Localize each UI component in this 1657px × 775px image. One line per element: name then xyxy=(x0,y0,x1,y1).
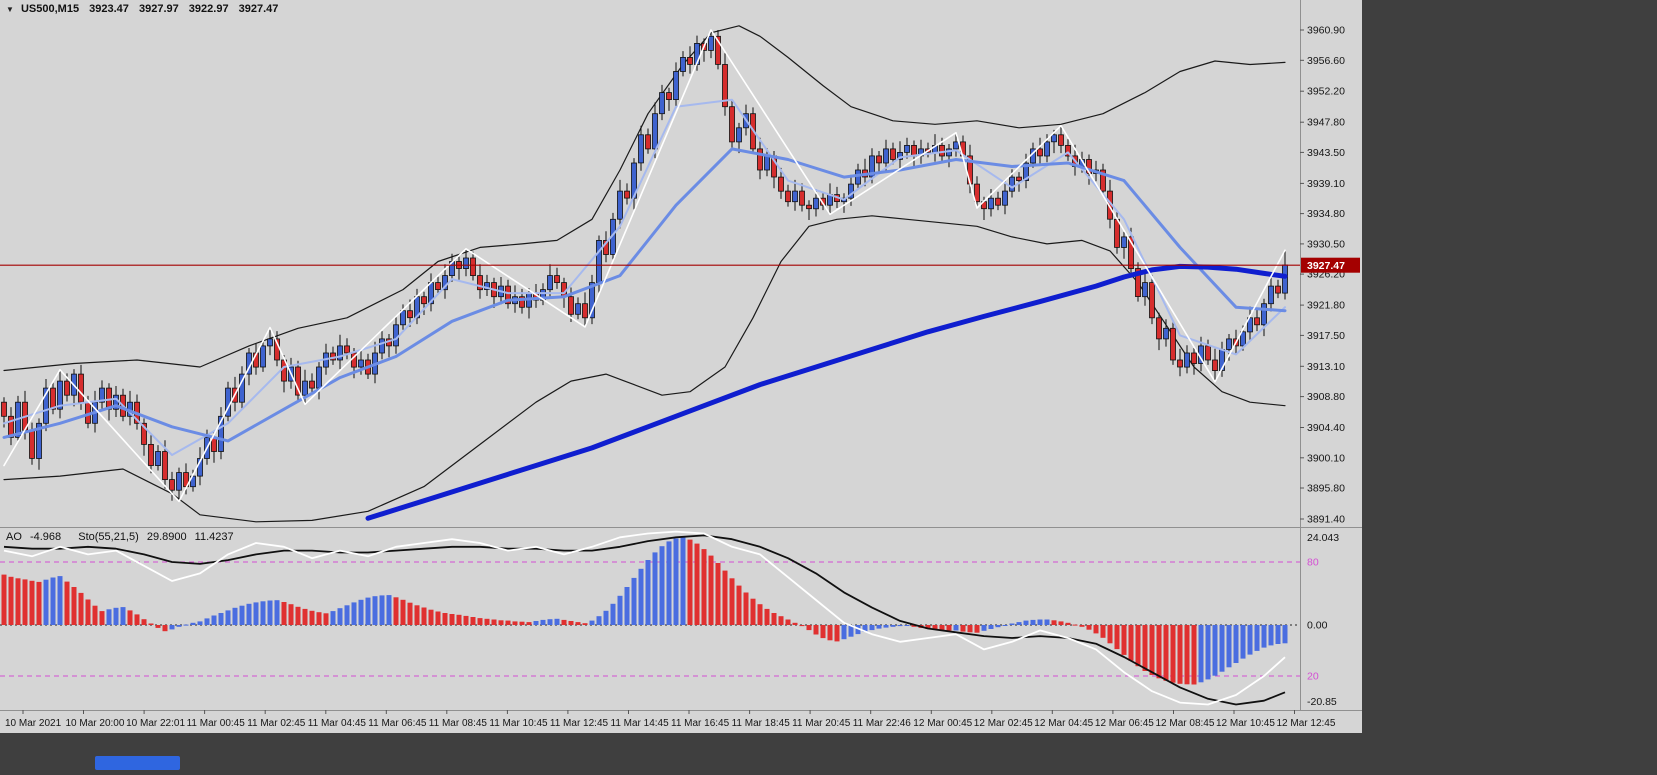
svg-text:3908.80: 3908.80 xyxy=(1307,391,1345,403)
svg-text:12 Mar 12:45: 12 Mar 12:45 xyxy=(1277,718,1336,729)
svg-text:3939.10: 3939.10 xyxy=(1307,178,1345,190)
current-price-tag xyxy=(1301,257,1360,273)
taskbar-item[interactable] xyxy=(95,756,180,770)
svg-text:3927.47: 3927.47 xyxy=(1307,260,1345,272)
svg-text:3913.10: 3913.10 xyxy=(1307,361,1345,373)
svg-text:11 Mar 20:45: 11 Mar 20:45 xyxy=(792,718,851,729)
svg-text:20: 20 xyxy=(1307,671,1319,683)
chart-shift-icon[interactable]: ▼ xyxy=(6,5,14,14)
svg-text:3960.90: 3960.90 xyxy=(1307,25,1345,37)
time-axis-labels: 10 Mar 2021 10 Mar 20:00 10 Mar 22:01 11 Ma… xyxy=(5,710,1336,729)
svg-text:3943.50: 3943.50 xyxy=(1307,147,1345,159)
svg-text:3934.80: 3934.80 xyxy=(1307,208,1345,220)
svg-text:3956.60: 3956.60 xyxy=(1307,55,1345,67)
svg-text:80: 80 xyxy=(1307,557,1319,569)
svg-text:3930.50: 3930.50 xyxy=(1307,238,1345,250)
svg-text:11 Mar 16:45: 11 Mar 16:45 xyxy=(671,718,730,729)
svg-text:3904.40: 3904.40 xyxy=(1307,422,1345,434)
svg-text:11 Mar 00:45: 11 Mar 00:45 xyxy=(187,718,246,729)
svg-text:11 Mar 06:45: 11 Mar 06:45 xyxy=(368,718,427,729)
svg-text:11 Mar 08:45: 11 Mar 08:45 xyxy=(429,718,488,729)
svg-text:12 Mar 10:45: 12 Mar 10:45 xyxy=(1216,718,1275,729)
svg-text:0.00: 0.00 xyxy=(1307,620,1328,632)
svg-text:12 Mar 08:45: 12 Mar 08:45 xyxy=(1156,718,1215,729)
svg-text:11 Mar 14:45: 11 Mar 14:45 xyxy=(611,718,670,729)
svg-text:3900.10: 3900.10 xyxy=(1307,452,1345,464)
svg-text:10 Mar 22:01: 10 Mar 22:01 xyxy=(126,718,185,729)
svg-text:11 Mar 12:45: 11 Mar 12:45 xyxy=(550,718,609,729)
svg-text:3917.50: 3917.50 xyxy=(1307,330,1345,342)
main-plot xyxy=(1,25,1288,523)
chart-canvas[interactable]: 3960.90 3956.60 3952.20 3947.80 3943.50 3939.… xyxy=(0,0,1362,733)
svg-text:3921.80: 3921.80 xyxy=(1307,300,1345,312)
svg-text:12 Mar 04:45: 12 Mar 04:45 xyxy=(1034,718,1093,729)
svg-text:3895.80: 3895.80 xyxy=(1307,483,1345,495)
svg-text:11 Mar 10:45: 11 Mar 10:45 xyxy=(489,718,548,729)
svg-text:10 Mar 2021: 10 Mar 2021 xyxy=(5,718,62,729)
svg-text:11 Mar 22:46: 11 Mar 22:46 xyxy=(853,718,912,729)
price-scale-labels: 3960.90 3956.60 3952.20 3947.80 3943.50 3939.… xyxy=(1300,25,1360,526)
svg-text:11 Mar 04:45: 11 Mar 04:45 xyxy=(308,718,367,729)
svg-text:3952.20: 3952.20 xyxy=(1307,86,1345,98)
svg-text:12 Mar 02:45: 12 Mar 02:45 xyxy=(974,718,1033,729)
svg-text:11 Mar 02:45: 11 Mar 02:45 xyxy=(247,718,306,729)
svg-text:10 Mar 20:00: 10 Mar 20:00 xyxy=(66,718,125,729)
svg-text:12 Mar 00:45: 12 Mar 00:45 xyxy=(913,718,972,729)
svg-text:12 Mar 06:45: 12 Mar 06:45 xyxy=(1095,718,1154,729)
svg-text:-20.85: -20.85 xyxy=(1307,696,1337,708)
indicator-plot xyxy=(0,530,1300,706)
svg-text:11 Mar 18:45: 11 Mar 18:45 xyxy=(732,718,791,729)
svg-text:24.043: 24.043 xyxy=(1307,532,1339,544)
indicator-scale-labels: 24.043 80 0.00 20 -20.85 xyxy=(1307,532,1339,708)
time-scale[interactable] xyxy=(0,710,1362,733)
chart-panel: 3960.90 3956.60 3952.20 3947.80 3943.50 3939.… xyxy=(0,0,1362,733)
svg-text:3891.40: 3891.40 xyxy=(1307,514,1345,526)
svg-text:3947.80: 3947.80 xyxy=(1307,117,1345,129)
price-scale[interactable] xyxy=(1300,0,1362,710)
